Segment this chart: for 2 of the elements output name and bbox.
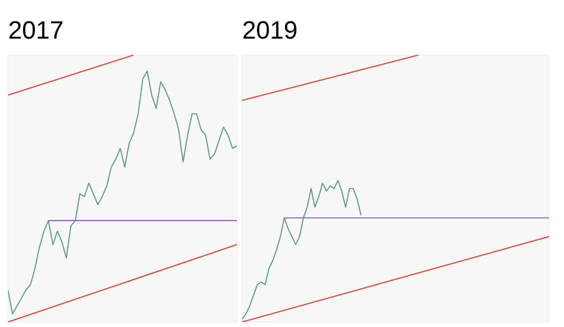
chart-title: 2019 (243, 21, 296, 39)
chart-title: 2017 (9, 21, 62, 39)
